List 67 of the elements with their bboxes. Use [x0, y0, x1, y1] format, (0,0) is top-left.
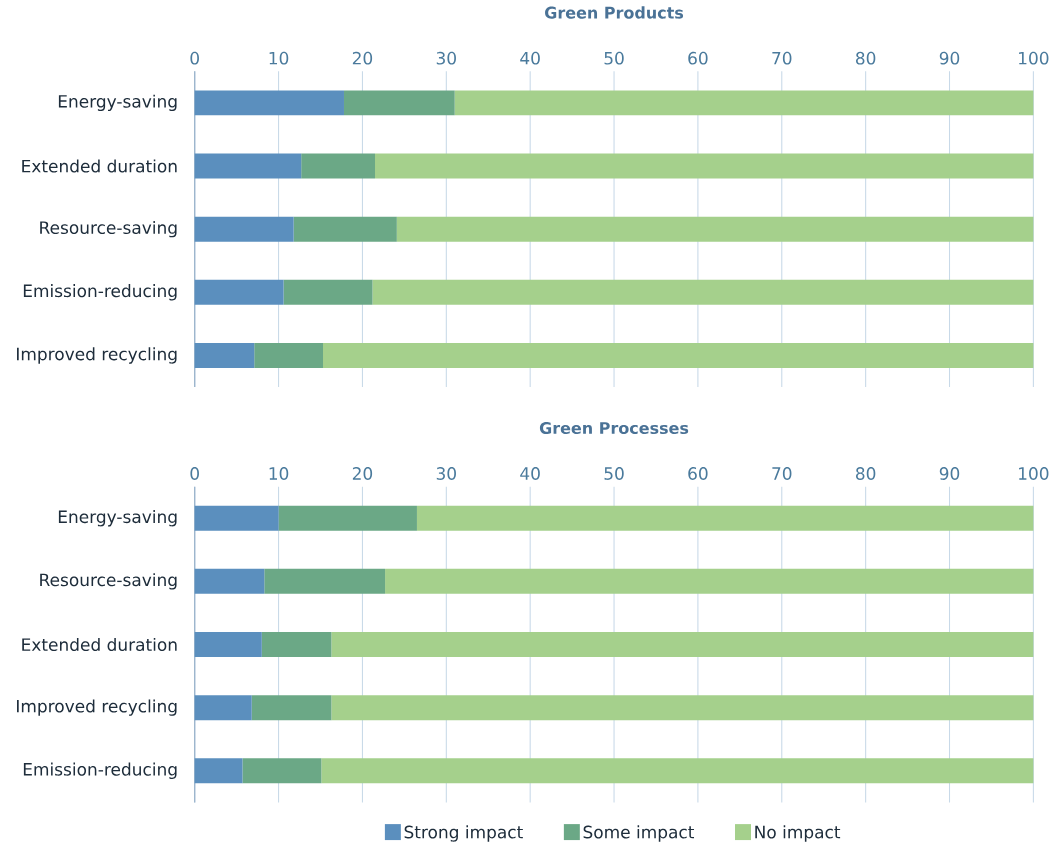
- bar: [293, 216, 397, 242]
- y-tick-label: Emission-reducing: [23, 762, 177, 780]
- x-tick-label: 0: [190, 51, 199, 65]
- x-tick-label: 100: [1019, 467, 1049, 481]
- y-tick-label: Emission-reducing: [23, 284, 177, 301]
- bar: [343, 90, 455, 116]
- bar: [194, 632, 262, 658]
- bar: [261, 632, 332, 658]
- y-tick-label: Improved recycling: [17, 699, 177, 717]
- y-tick-label: Resource-saving: [40, 221, 177, 238]
- x-tick-label: 90: [939, 467, 960, 481]
- x-tick-label: 100: [1019, 51, 1049, 65]
- x-tick-label: 60: [688, 51, 708, 65]
- x-tick-label: 30: [436, 467, 456, 481]
- x-tick-label: 40: [520, 467, 540, 481]
- bar: [264, 569, 386, 595]
- bar: [321, 758, 1034, 784]
- legend-label: Strong impact: [404, 825, 523, 842]
- y-tick-label: Extended duration: [22, 638, 177, 652]
- bar: [331, 695, 1034, 721]
- bar: [194, 343, 255, 369]
- x-tick-label: 80: [855, 467, 876, 481]
- x-tick-label: 70: [772, 467, 792, 481]
- bar: [301, 153, 376, 179]
- x-tick-label: 50: [604, 51, 624, 65]
- x-tick-label: 20: [352, 51, 373, 65]
- y-tick-label: Energy-saving: [58, 510, 177, 527]
- bar: [194, 280, 284, 305]
- chart-title: Green Processes: [539, 422, 689, 435]
- bar: [454, 90, 1034, 116]
- bar: [194, 695, 252, 721]
- bar: [242, 758, 322, 784]
- y-tick-label: Improved recycling: [17, 347, 177, 364]
- bar: [194, 216, 294, 242]
- bar: [372, 280, 1034, 305]
- x-tick-label: 80: [855, 51, 876, 65]
- bar: [278, 505, 417, 531]
- legend-label: Some impact: [583, 825, 695, 842]
- bar: [375, 153, 1034, 179]
- bar: [194, 569, 265, 595]
- bar: [194, 505, 279, 531]
- bar: [283, 280, 373, 305]
- legend-label: No impact: [755, 825, 841, 842]
- x-tick-label: 10: [269, 51, 289, 65]
- x-tick-label: 50: [604, 467, 624, 481]
- bar: [194, 758, 243, 784]
- x-tick-label: 0: [190, 467, 199, 481]
- x-tick-label: 30: [436, 51, 456, 65]
- x-tick-label: 20: [352, 467, 373, 481]
- x-tick-label: 10: [269, 467, 289, 481]
- bar: [416, 505, 1034, 531]
- y-tick-label: Extended duration: [22, 159, 177, 173]
- bar: [251, 695, 332, 721]
- bar: [194, 90, 344, 116]
- bar: [194, 153, 302, 179]
- x-tick-label: 60: [688, 467, 708, 481]
- bar: [254, 343, 324, 369]
- y-tick-label: Resource-saving: [40, 573, 177, 590]
- bar: [323, 343, 1034, 369]
- bar: [331, 632, 1034, 658]
- x-tick-label: 70: [772, 51, 792, 65]
- chart-title: Green Products: [545, 6, 684, 19]
- bar: [396, 216, 1034, 242]
- x-tick-label: 90: [939, 51, 960, 65]
- x-tick-label: 40: [520, 51, 540, 65]
- bar: [385, 569, 1034, 595]
- y-tick-label: Energy-saving: [58, 94, 177, 112]
